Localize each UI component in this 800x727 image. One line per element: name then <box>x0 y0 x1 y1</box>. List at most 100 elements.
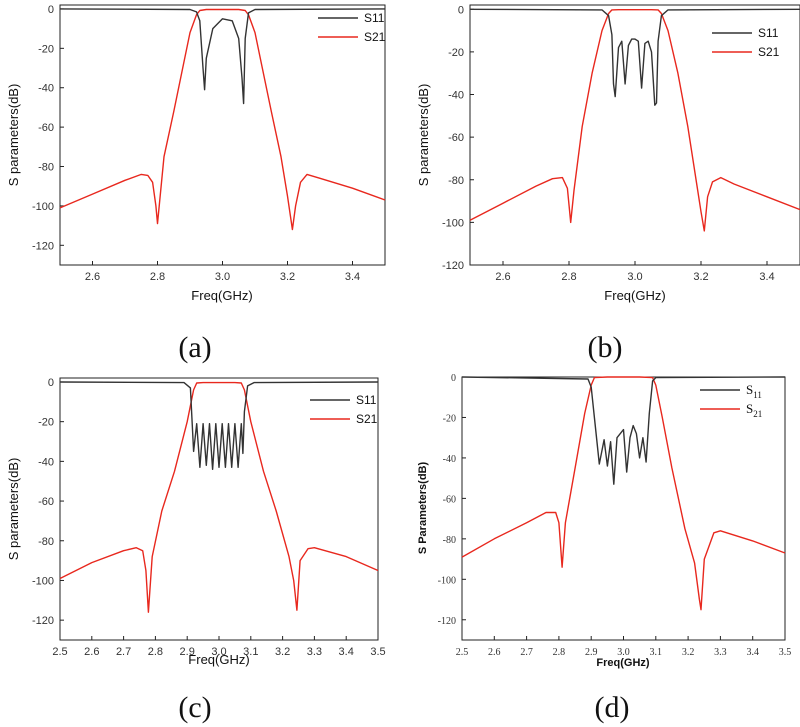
y-axis-label: S parameters(dB) <box>416 84 431 187</box>
panel-caption: (c) <box>178 691 211 724</box>
y-tick-label: -40 <box>38 83 54 95</box>
x-tick-label: 3.2 <box>280 271 295 283</box>
legend-label-s21: S21 <box>356 412 378 426</box>
panel-caption: (b) <box>588 331 623 364</box>
y-tick-label: -20 <box>38 417 54 429</box>
x-tick-label: 2.8 <box>561 271 576 283</box>
series-line-s11 <box>469 8 800 106</box>
y-axis-label: S parameters(dB) <box>6 458 21 561</box>
x-tick-label: 3.2 <box>693 271 708 283</box>
x-tick-label: 3.4 <box>339 646 354 658</box>
series-line-s21 <box>461 376 786 611</box>
series-line-s11 <box>59 381 379 470</box>
panel-caption: (d) <box>595 691 630 724</box>
y-tick-label: -20 <box>38 43 54 55</box>
y-tick-label: -20 <box>443 413 456 424</box>
legend-label-s21: S21 <box>364 30 386 44</box>
y-tick-label: -100 <box>32 575 54 587</box>
series-line-s11 <box>59 8 386 105</box>
plot-frame <box>469 4 800 266</box>
x-tick-label: 2.8 <box>553 647 566 658</box>
legend-label-s11: S11 <box>356 393 377 407</box>
x-tick-label: 3.3 <box>714 647 727 658</box>
y-tick-label: 0 <box>451 373 456 384</box>
x-tick-label: 3.0 <box>211 646 226 658</box>
y-tick-label: -60 <box>443 494 456 505</box>
y-tick-label: -20 <box>448 47 464 59</box>
legend-label-s21: S21 <box>758 45 780 59</box>
y-tick-label: -40 <box>443 454 456 465</box>
plot-frame <box>59 4 386 266</box>
y-tick-label: -80 <box>38 536 54 548</box>
y-axis-label: S Parameters(dB) <box>417 462 429 555</box>
x-tick-label: 2.7 <box>116 646 131 658</box>
y-tick-label: -120 <box>32 615 54 627</box>
y-tick-label: -80 <box>38 162 54 174</box>
chart-d: 2.5 2.6 2.7 2.8 2.9 3.0 3.1 3.2 3.3 3.4 3.5 0 -20 -40… <box>417 373 791 724</box>
legend-label-s11: S11 <box>746 382 762 400</box>
y-axis-label: S parameters(dB) <box>6 84 21 187</box>
x-tick-label: 2.6 <box>84 646 99 658</box>
panel-caption: (a) <box>178 331 211 364</box>
x-axis-label: Freq(GHz) <box>188 652 249 667</box>
x-tick-label: 3.2 <box>682 647 695 658</box>
y-tick-label: -120 <box>442 260 464 272</box>
x-tick-label: 3.3 <box>307 646 322 658</box>
x-axis-label: Freq(GHz) <box>604 288 665 303</box>
y-tick-label: 0 <box>458 4 464 16</box>
y-tick-label: -40 <box>448 90 464 102</box>
y-tick-label: -100 <box>442 217 464 229</box>
x-axis-label: Freq(GHz) <box>191 288 252 303</box>
x-tick-label: 3.0 <box>617 647 630 658</box>
series-line-s11 <box>461 376 786 485</box>
x-tick-label: 3.1 <box>243 646 258 658</box>
x-tick-label: 2.8 <box>150 271 165 283</box>
x-tick-label: 3.5 <box>370 646 385 658</box>
y-tick-label: -100 <box>438 575 456 586</box>
x-tick-label: 2.7 <box>520 647 533 658</box>
series-line-s21 <box>469 8 800 232</box>
y-tick-label: -60 <box>38 496 54 508</box>
x-tick-label: 2.9 <box>585 647 598 658</box>
y-tick-label: 0 <box>48 4 54 16</box>
y-tick-label: -60 <box>448 132 464 144</box>
y-tick-label: -80 <box>448 175 464 187</box>
y-tick-label: -60 <box>38 122 54 134</box>
chart-b: 2.6 2.8 3.0 3.2 3.4 0 -20 -40 -60 -80 -100 -120 Freq… <box>416 4 800 364</box>
plot-frame <box>59 377 379 641</box>
x-tick-label: 2.6 <box>495 271 510 283</box>
x-tick-label: 2.6 <box>488 647 501 658</box>
x-tick-label: 3.0 <box>215 271 230 283</box>
y-tick-label: -120 <box>32 240 54 252</box>
legend-label-s11: S11 <box>758 26 779 40</box>
x-tick-label: 2.6 <box>85 271 100 283</box>
legend-label-s21: S21 <box>746 401 762 419</box>
x-tick-label: 2.5 <box>52 646 67 658</box>
x-tick-label: 2.9 <box>180 646 195 658</box>
legend-label-s11: S11 <box>364 11 385 25</box>
x-tick-label: 3.4 <box>759 271 774 283</box>
x-tick-label: 3.1 <box>650 647 663 658</box>
x-tick-label: 3.4 <box>345 271 360 283</box>
series-line-s21 <box>59 8 386 231</box>
x-tick-label: 2.5 <box>456 647 469 658</box>
y-tick-label: -40 <box>38 456 54 468</box>
plot-frame <box>461 376 786 641</box>
x-tick-label: 2.8 <box>148 646 163 658</box>
x-tick-label: 3.4 <box>746 647 759 658</box>
x-tick-label: 3.5 <box>779 647 792 658</box>
chart-a: 2.6 2.8 3.0 3.2 3.4 0 -20 -40 -60 -80 -100 -120 Freq… <box>6 4 386 364</box>
y-tick-label: 0 <box>48 377 54 389</box>
x-tick-label: 3.0 <box>627 271 642 283</box>
chart-c: 2.5 2.6 2.7 2.8 2.9 3.0 3.1 3.2 3.3 3.4 3.5 0 -20 -40… <box>6 377 386 724</box>
x-axis-label: Freq(GHz) <box>596 657 650 669</box>
x-tick-label: 3.2 <box>275 646 290 658</box>
y-tick-label: -120 <box>438 616 456 627</box>
y-tick-label: -80 <box>443 535 456 546</box>
y-tick-label: -100 <box>32 201 54 213</box>
